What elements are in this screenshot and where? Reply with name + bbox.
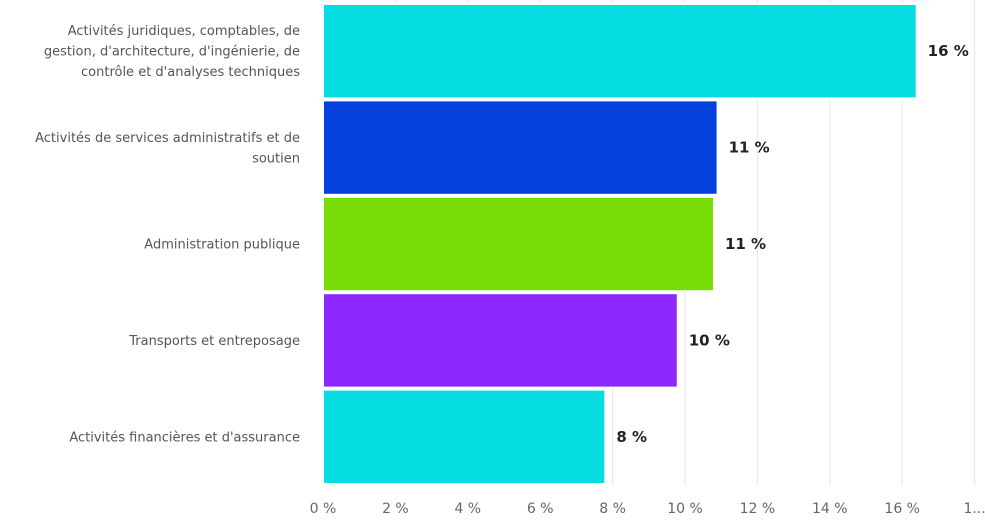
x-tick-label: 1...: [963, 501, 985, 517]
bar: [322, 3, 918, 100]
category-label-line: Transports et entreposage: [128, 334, 300, 349]
x-tick-label: 0 %: [310, 501, 337, 517]
data-label: 11 %: [725, 235, 766, 253]
category-label: Administration publique: [144, 238, 300, 253]
category-label: Activités juridiques, comptables, de gest…: [44, 24, 300, 80]
x-tick-label: 8 %: [599, 501, 626, 517]
x-tick-label: 16 %: [884, 501, 920, 517]
x-tick-label: 4 %: [454, 501, 481, 517]
category-label-line: Activités juridiques, comptables, de: [68, 24, 300, 39]
category-label: Activités de services administratifs et …: [35, 131, 300, 167]
category-labels: Activités juridiques, comptables, de gest…: [35, 24, 300, 445]
data-label: 16 %: [928, 42, 969, 60]
category-label-line: Activités de services administratifs et …: [35, 131, 300, 146]
category-label-line: contrôle et d'analyses techniques: [81, 65, 300, 80]
bar: [322, 292, 679, 389]
x-tick-label: 2 %: [382, 501, 409, 517]
bar: [322, 99, 719, 196]
bar: [322, 388, 607, 486]
x-tick-label: 12 %: [740, 501, 776, 517]
data-labels: 16 % 11 % 11 % 10 % 8 %: [616, 42, 968, 446]
bars: [322, 3, 918, 486]
category-label-line: soutien: [252, 151, 300, 166]
bar: [322, 195, 715, 293]
x-tick-label: 14 %: [812, 501, 848, 517]
data-label: 8 %: [616, 428, 647, 446]
x-tick-label: 6 %: [527, 501, 554, 517]
category-label: Transports et entreposage: [128, 334, 300, 349]
category-label: Activités financières et d'assurance: [69, 430, 300, 445]
x-axis-tick-labels: 0 % 2 % 4 % 6 % 8 % 10 % 12 % 14 % 16 % 1...: [310, 501, 985, 517]
data-label: 10 %: [689, 331, 730, 349]
data-label: 11 %: [729, 139, 770, 157]
category-label-line: Activités financières et d'assurance: [69, 430, 300, 445]
category-label-line: Administration publique: [144, 238, 300, 253]
x-tick-label: 10 %: [667, 501, 703, 517]
category-label-line: gestion, d'architecture, d'ingénierie, d…: [44, 45, 300, 60]
